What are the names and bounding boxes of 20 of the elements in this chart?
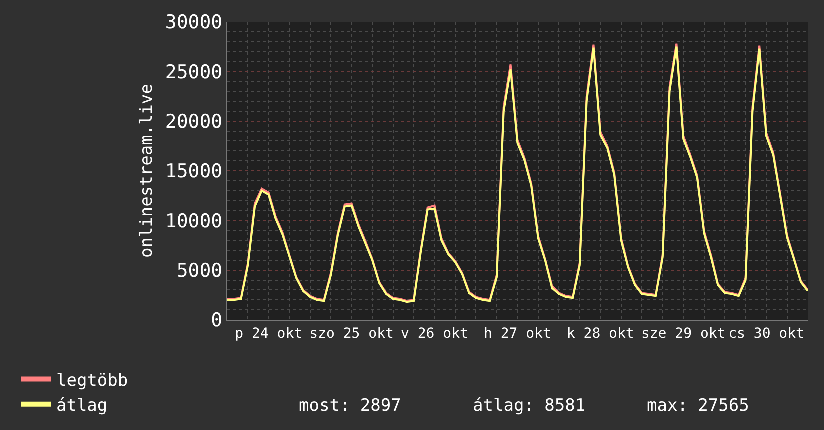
x-tick-label: cs 30 okt	[728, 326, 804, 342]
y-tick-label: 0	[211, 310, 223, 332]
x-tick-label: k 28 okt	[566, 326, 634, 342]
x-tick-label: p 24 okt	[235, 326, 303, 342]
y-tick-label: 25000	[165, 61, 223, 84]
y-tick-label: 20000	[165, 110, 223, 133]
y-tick-label: 15000	[165, 160, 223, 183]
legend-label: legtöbb	[56, 370, 128, 391]
x-tick-label: sze 29 okt	[641, 326, 726, 342]
text: most: 2897	[299, 396, 402, 416]
x-tick-label: h 27 okt	[484, 326, 552, 342]
x-tick-label: szo 25 okt	[310, 326, 394, 342]
y-tick-label: 30000	[165, 12, 223, 34]
text: max: 27565	[647, 396, 750, 416]
y-tick-label: 5000	[176, 260, 223, 282]
legend-label: átlag	[56, 396, 108, 416]
text: átlag: 8581	[473, 396, 586, 416]
y-axis-title: onlinestream.live	[136, 84, 157, 258]
y-tick-label: 10000	[165, 210, 223, 232]
x-tick-label: v 26 okt	[401, 326, 468, 342]
